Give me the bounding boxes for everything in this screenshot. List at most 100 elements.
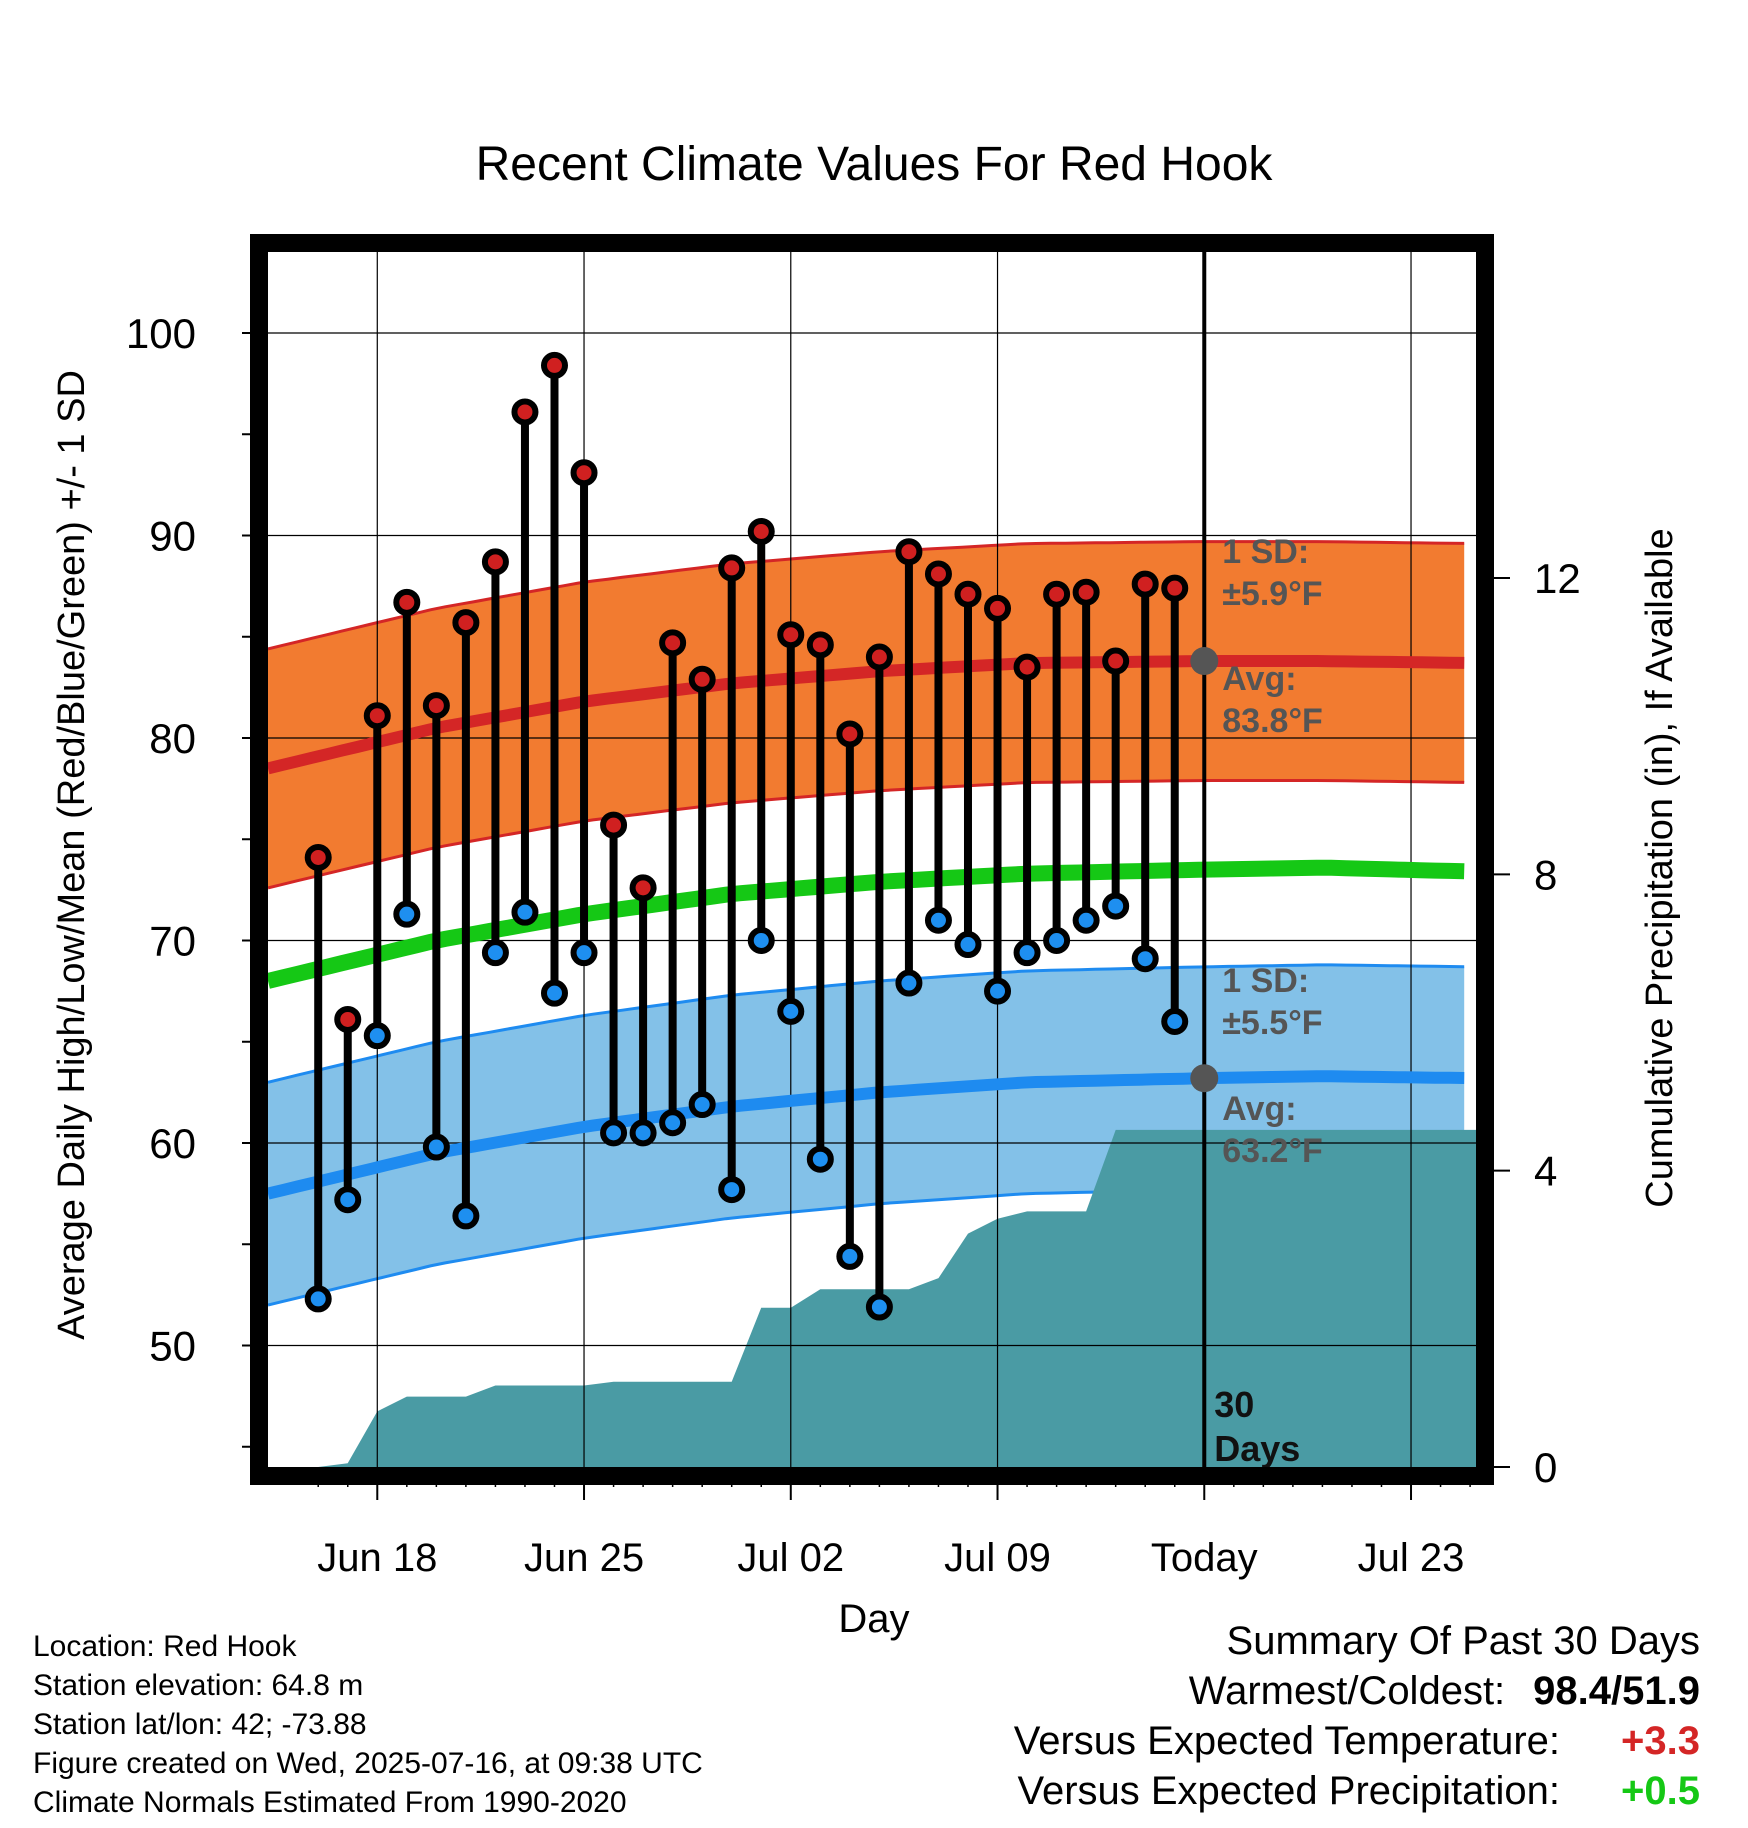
y2-tick-label: 4 (1534, 1148, 1557, 1195)
observed-low-point (570, 939, 598, 967)
observed-high-point (984, 594, 1012, 622)
plot-frame (250, 234, 1494, 1485)
y-tick-label: 60 (149, 1120, 196, 1167)
observed-high-point (1102, 647, 1130, 675)
observed-high-point (1043, 580, 1071, 608)
x-tick-label: Jul 02 (737, 1536, 844, 1580)
chart-title: Recent Climate Values For Red Hook (476, 138, 1274, 191)
observed-low-point (1161, 1008, 1189, 1035)
observed-low-point (984, 977, 1012, 1005)
observed-high-point (836, 720, 864, 748)
summary-temp-label: Versus Expected Temperature: (1013, 1719, 1560, 1763)
x-tick-label: Jul 23 (1358, 1536, 1465, 1580)
observed-low-point (718, 1176, 746, 1204)
observed-high-point (1131, 570, 1159, 598)
observed-high-point (865, 643, 893, 671)
observed-low-point (747, 927, 775, 954)
today-avg-low-marker (1190, 1064, 1219, 1093)
observed-low-point (334, 1186, 362, 1214)
observed-high-point (659, 629, 687, 657)
y2-tick-label: 8 (1534, 851, 1557, 898)
observed-high-point (1013, 653, 1041, 681)
observed-low-point (1043, 927, 1071, 954)
observed-high-point (806, 631, 834, 659)
summary-temp-row: Versus Expected Temperature: +3.3 (1014, 1716, 1700, 1766)
observed-low-point (1102, 892, 1130, 920)
observed-low-point (363, 1022, 391, 1050)
observed-high-point (924, 560, 952, 588)
observed-low-point (806, 1145, 834, 1173)
x-axis-label: Day (838, 1597, 909, 1641)
observed-high-point (570, 459, 598, 487)
observed-high-point (1072, 578, 1100, 606)
y2-axis-label: Cumulative Precipitation (in), If Availa… (1639, 528, 1681, 1207)
observed-high-point (304, 843, 332, 871)
x-tick-label: Jun 25 (524, 1536, 644, 1580)
observed-low-point (481, 939, 509, 967)
window-length-value: 30 (1214, 1384, 1254, 1425)
observed-low-point (304, 1285, 332, 1313)
observed-high-point (718, 554, 746, 582)
observed-high-point (511, 398, 539, 426)
observed-high-point (540, 351, 568, 379)
station-info: Location: Red Hook Station elevation: 64… (33, 1627, 703, 1822)
high-sd-label: 1 SD: (1222, 533, 1309, 571)
x-tick-label: Jul 09 (944, 1536, 1051, 1580)
precip-area (318, 1129, 1476, 1467)
y2-tick-label: 12 (1534, 555, 1581, 602)
observed-low-point (865, 1293, 893, 1321)
low-sd-band (268, 964, 1465, 1305)
observed-high-point (393, 588, 421, 616)
y-tick-label: 50 (149, 1323, 196, 1370)
observed-low-point (659, 1109, 687, 1137)
x-tick-label: Jun 18 (317, 1536, 437, 1580)
low-sd-label: 1 SD: (1222, 962, 1309, 1000)
summary-precip-row: Versus Expected Precipitation: +0.5 (1014, 1766, 1700, 1816)
y2-tick-label: 0 (1534, 1444, 1557, 1491)
window-length-label: Days (1214, 1428, 1300, 1469)
summary-panel: Summary Of Past 30 Days Warmest/Coldest:… (1014, 1616, 1700, 1816)
observed-low-point (540, 979, 568, 1007)
observed-high-point (481, 548, 509, 576)
summary-warmest-value: 98.4/51.9 (1533, 1669, 1700, 1713)
station-latlon: Station lat/lon: 42; -73.88 (33, 1708, 367, 1741)
high-sd-upper-edge (268, 540, 1465, 651)
plot-area: 1 SD: ±5.9°F Avg: 83.8°F 1 SD: ±5.5°F Avg: 63.2… (268, 252, 1476, 1469)
observed-high-point (747, 517, 775, 545)
y-tick-label: 70 (149, 918, 196, 965)
low-avg-value: 63.2°F (1222, 1132, 1323, 1170)
summary-warmest-row: Warmest/Coldest: 98.4/51.9 (1014, 1666, 1700, 1716)
summary-warmest-label: Warmest/Coldest: (1188, 1669, 1506, 1713)
summary-precip-label: Versus Expected Precipitation: (1017, 1769, 1560, 1813)
observed-high-point (895, 538, 923, 566)
observed-low-point (1072, 906, 1100, 934)
observed-high-point (777, 621, 805, 649)
observed-low-point (924, 906, 952, 934)
observed-high-point (600, 811, 628, 839)
figure-created: Figure created on Wed, 2025-07-16, at 09… (33, 1747, 703, 1780)
high-sd-value: ±5.9°F (1222, 575, 1322, 613)
observed-high-point (954, 580, 982, 608)
observed-high-point (1161, 574, 1189, 602)
high-avg-value: 83.8°F (1222, 702, 1323, 740)
summary-temp-value: +3.3 (1621, 1719, 1700, 1763)
low-avg-label: Avg: (1222, 1090, 1296, 1128)
y-tick-label: 90 (149, 513, 196, 560)
y-axis-label: Average Daily High/Low/Mean (Red/Blue/Gr… (51, 370, 93, 1340)
today-avg-high-marker (1190, 647, 1219, 676)
observed-low-point (895, 969, 923, 997)
station-location: Location: Red Hook (33, 1630, 297, 1663)
climate-normals-note: Climate Normals Estimated From 1990-2020 (33, 1786, 627, 1819)
observed-high-point (688, 665, 716, 693)
observed-low-point (511, 898, 539, 926)
summary-precip-value: +0.5 (1621, 1769, 1700, 1813)
observed-low-point (629, 1119, 657, 1147)
low-sd-value: ±5.5°F (1222, 1004, 1322, 1042)
observed-high-point (334, 1005, 362, 1033)
observed-low-point (422, 1133, 450, 1161)
observed-low-point (836, 1242, 864, 1270)
observed-low-point (1013, 939, 1041, 967)
observed-high-point (422, 692, 450, 720)
observed-low-point (393, 900, 421, 928)
